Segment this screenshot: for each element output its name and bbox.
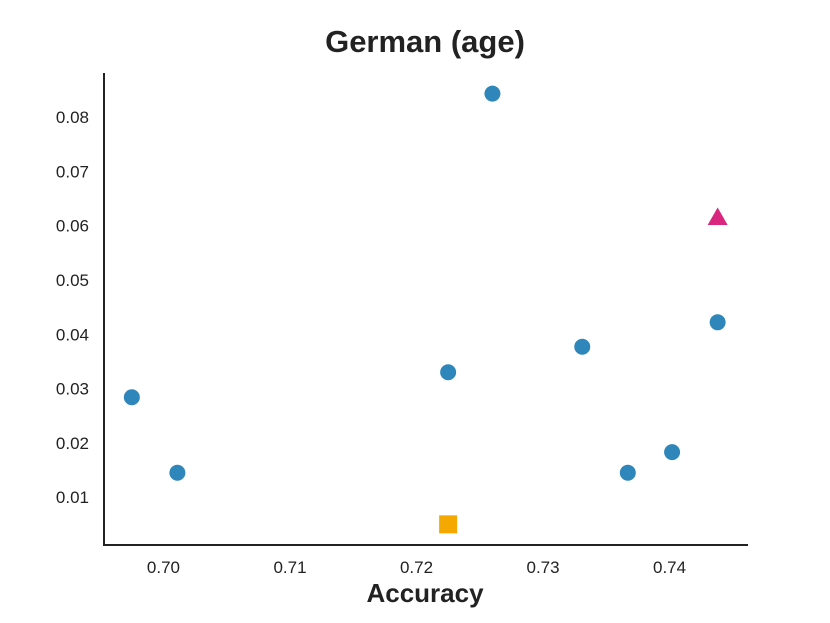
data-point-circle [709, 314, 726, 331]
y-tick-label: 0.04 [56, 325, 89, 344]
x-tick-label: 0.70 [147, 558, 180, 577]
y-tick-label: 0.05 [56, 271, 89, 290]
x-tick-label: 0.72 [400, 558, 433, 577]
y-tick-label: 0.06 [56, 217, 89, 236]
chart-title: German (age) [325, 24, 525, 59]
y-tick-label: 0.02 [56, 434, 89, 453]
y-tick-label: 0.01 [56, 488, 89, 507]
x-axis-ticks: 0.70 0.71 0.72 0.73 0.74 [147, 558, 686, 577]
data-point-square [439, 515, 458, 534]
y-tick-label: 0.08 [56, 108, 89, 127]
data-point-triangle [707, 207, 728, 225]
data-point-circle [169, 464, 186, 481]
x-tick-label: 0.71 [273, 558, 306, 577]
x-axis-label: Accuracy [366, 578, 484, 608]
y-axis-ticks: 0.01 0.02 0.03 0.04 0.05 0.06 0.07 0.08 [56, 108, 89, 507]
x-tick-label: 0.73 [526, 558, 559, 577]
data-point-circle [664, 444, 681, 461]
data-points [123, 85, 728, 534]
data-point-circle [484, 85, 501, 102]
data-point-circle [440, 364, 457, 381]
y-tick-label: 0.07 [56, 162, 89, 181]
data-point-circle [574, 338, 591, 355]
data-point-circle [123, 389, 140, 406]
y-tick-label: 0.03 [56, 380, 89, 399]
data-point-circle [619, 464, 636, 481]
x-tick-label: 0.74 [653, 558, 686, 577]
